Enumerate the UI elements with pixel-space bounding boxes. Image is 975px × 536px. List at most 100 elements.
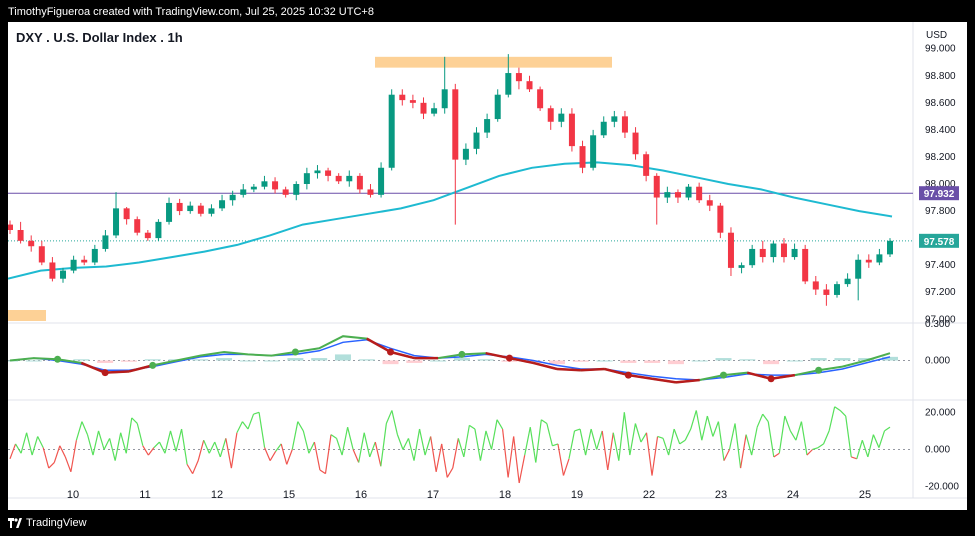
candle bbox=[229, 190, 236, 206]
candle-body bbox=[823, 289, 830, 295]
osc-line-segment bbox=[186, 464, 194, 474]
osc-line-segment bbox=[884, 426, 891, 432]
osc-line-segment bbox=[529, 427, 537, 463]
support-highlight-zone bbox=[8, 310, 46, 321]
candle-body bbox=[282, 189, 289, 195]
price-tick-label: 97.200 bbox=[925, 287, 956, 298]
candle-body bbox=[123, 208, 130, 220]
macd-histogram-bar bbox=[334, 354, 351, 361]
macd-histogram-bar bbox=[216, 358, 233, 361]
osc-line-segment bbox=[214, 441, 221, 458]
candle bbox=[823, 284, 830, 306]
osc-line-segment bbox=[64, 456, 72, 473]
osc-line-segment bbox=[175, 428, 183, 452]
macd-histogram-bar bbox=[572, 360, 589, 362]
time-tick-label: 12 bbox=[211, 489, 223, 501]
candle-body bbox=[727, 232, 734, 268]
osc-line-segment bbox=[48, 462, 55, 469]
macd-top-label: 0.300 bbox=[925, 319, 950, 330]
osc-line-segment bbox=[690, 410, 697, 430]
candle-body bbox=[49, 262, 56, 279]
candle bbox=[791, 243, 798, 260]
osc-line-segment bbox=[15, 443, 22, 454]
candle bbox=[590, 129, 597, 171]
candle bbox=[70, 255, 77, 274]
candle-body bbox=[855, 259, 862, 279]
osc-line-segment bbox=[164, 430, 172, 454]
candle bbox=[484, 113, 491, 138]
candle-body bbox=[876, 254, 883, 263]
macd-bearish-segment bbox=[651, 377, 677, 384]
candle bbox=[558, 108, 565, 128]
price-tick-label: 98.400 bbox=[925, 125, 956, 136]
osc-line-segment bbox=[153, 441, 160, 449]
osc-line-segment bbox=[767, 421, 775, 458]
price-label-text: 97.932 bbox=[924, 189, 955, 200]
candle-body bbox=[229, 194, 236, 201]
candle-body bbox=[452, 89, 459, 160]
chart-area[interactable]: DXY . U.S. Dollar Index . 1h USD 99.000 98.… bbox=[8, 22, 967, 510]
osc-line-segment bbox=[812, 447, 819, 451]
candle bbox=[420, 97, 427, 120]
candle-body bbox=[770, 243, 777, 258]
macd-crossover-dot bbox=[505, 354, 513, 362]
candle bbox=[293, 181, 300, 201]
osc-line-segment bbox=[513, 436, 520, 484]
candle-body bbox=[70, 259, 77, 271]
candle-body bbox=[802, 248, 809, 282]
osc-line-segment bbox=[335, 438, 343, 456]
osc-line-segment bbox=[435, 443, 443, 472]
candle-body bbox=[399, 94, 406, 101]
candle-body bbox=[441, 89, 448, 109]
macd-histogram-bar bbox=[311, 358, 328, 361]
macd-crossover-dot bbox=[387, 348, 395, 356]
osc-line-segment bbox=[568, 430, 576, 459]
time-tick-label: 15 bbox=[283, 489, 295, 501]
candle bbox=[240, 184, 247, 198]
macd-histogram-bar bbox=[453, 358, 470, 361]
macd-histogram-bar bbox=[287, 358, 304, 361]
osc-line-segment bbox=[396, 434, 404, 450]
price-label-box bbox=[919, 233, 959, 248]
candle bbox=[494, 89, 501, 122]
osc-line-segment bbox=[319, 469, 326, 475]
sma-line bbox=[8, 161, 893, 280]
candle-body bbox=[409, 100, 416, 103]
price-tick-label: 98.000 bbox=[925, 179, 956, 190]
osc-line-segment bbox=[789, 430, 797, 441]
osc-line-segment bbox=[418, 428, 426, 456]
osc-line-segment bbox=[607, 432, 614, 471]
macd-histogram-bar bbox=[144, 359, 161, 361]
osc-line-segment bbox=[131, 417, 138, 424]
candle-body bbox=[865, 259, 872, 263]
candle-body bbox=[780, 243, 787, 258]
candle bbox=[833, 281, 840, 298]
candle-body bbox=[420, 102, 427, 114]
chart-svg[interactable]: DXY . U.S. Dollar Index . 1h USD 99.000 98.… bbox=[8, 22, 967, 510]
osc-line-segment bbox=[629, 423, 636, 456]
candle-body bbox=[272, 181, 279, 190]
candle-body bbox=[314, 170, 321, 174]
osc-line-segment bbox=[457, 438, 465, 458]
osc-line-segment bbox=[347, 427, 354, 450]
macd-histogram-bar bbox=[644, 360, 661, 363]
osc-tick-label: -20.000 bbox=[925, 482, 959, 493]
macd-histogram-bar bbox=[406, 360, 423, 363]
osc-line-segment bbox=[612, 432, 620, 461]
candle bbox=[812, 276, 819, 295]
macd-histogram-bar bbox=[120, 360, 137, 362]
osc-line-segment bbox=[623, 412, 631, 456]
candle-body bbox=[166, 202, 173, 222]
candle bbox=[515, 67, 522, 90]
osc-line-segment bbox=[280, 443, 288, 465]
macd-bearish-segment bbox=[746, 371, 772, 380]
candle-body bbox=[60, 270, 67, 279]
osc-line-segment bbox=[136, 423, 144, 446]
osc-line-segment bbox=[668, 428, 675, 456]
osc-line-segment bbox=[518, 454, 526, 484]
footer-brand[interactable]: TradingView bbox=[8, 514, 87, 532]
osc-line-segment bbox=[634, 423, 642, 443]
osc-line-segment bbox=[540, 419, 548, 424]
osc-tick-label: 0.000 bbox=[925, 445, 950, 456]
osc-line-segment bbox=[369, 441, 376, 458]
